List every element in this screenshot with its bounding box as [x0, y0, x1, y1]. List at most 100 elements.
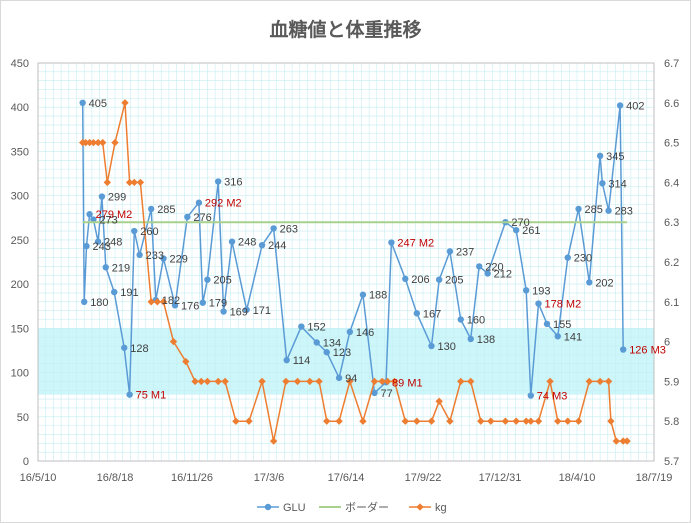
glu-point	[476, 263, 483, 270]
kg-point	[306, 377, 314, 386]
glu-point	[214, 178, 222, 185]
x-axis: 16/5/10 16/8/18 16/11/26 17/3/6 17/6/14 17/9/…	[20, 472, 673, 484]
kg-point	[258, 377, 266, 386]
glu-point	[298, 323, 305, 330]
kg-point	[153, 298, 162, 306]
y-right-tick-label: 6.6	[664, 98, 679, 110]
glu-data-label: 75 M1	[136, 390, 167, 402]
y-left-tick-label: 50	[17, 412, 29, 424]
glu-data-label: 191	[120, 287, 138, 299]
glu-data-label: 167	[423, 308, 441, 320]
glu-data-label: 260	[140, 226, 158, 238]
kg-point	[554, 417, 562, 425]
kg-point	[370, 377, 379, 386]
glu-point	[620, 346, 627, 353]
glu-point	[596, 152, 604, 160]
kg-point	[623, 437, 631, 445]
kg-point	[125, 178, 134, 187]
glu-data-label: 229	[170, 253, 188, 265]
legend-label-kg: kg	[435, 502, 447, 514]
y-left-tick-label: 150	[11, 323, 29, 335]
kg-point	[390, 377, 399, 386]
glu-point	[564, 254, 571, 261]
glu-data-label: 123	[333, 347, 351, 359]
glu-point	[90, 216, 97, 223]
y-right-tick-label: 6.5	[664, 138, 679, 150]
kg-point	[378, 377, 386, 386]
kg-point	[427, 417, 436, 425]
x-tick-label: 17/12/31	[479, 472, 522, 484]
y-left-tick-label: 200	[11, 279, 29, 291]
glu-data-label: 230	[574, 253, 592, 265]
glu-point	[535, 300, 542, 307]
x-tick-label: 17/6/14	[328, 472, 365, 484]
glu-point	[346, 328, 354, 336]
glu-data-label: 279 M2	[96, 209, 133, 221]
x-tick-label: 16/11/26	[171, 472, 213, 484]
glu-data-label: 285	[157, 204, 175, 216]
kg-point	[203, 377, 212, 386]
grid-lines	[37, 62, 655, 462]
glu-point	[220, 308, 227, 315]
glu-data-label: 273	[99, 215, 117, 227]
glu-data-label: 237	[456, 246, 474, 258]
kg-point	[359, 417, 367, 425]
glu-point	[605, 207, 612, 214]
glu-point	[243, 306, 250, 313]
glu-data-label: 202	[595, 277, 613, 289]
y-left-tick-label: 0	[23, 456, 29, 468]
glu-point	[457, 316, 464, 323]
glu-point	[171, 302, 179, 309]
glu-data-label: 114	[293, 355, 311, 367]
glu-data-label: 345	[606, 151, 624, 163]
glu-point	[270, 225, 277, 232]
glu-point	[599, 180, 606, 187]
glu-point	[616, 102, 624, 109]
glu-data-label: 128	[130, 343, 148, 355]
glu-point	[102, 264, 109, 271]
glu-data-label: 138	[477, 334, 495, 346]
glu-point	[428, 342, 435, 350]
legend-label-border: ボーダー	[345, 500, 389, 514]
glu-data-label: 169	[230, 307, 248, 319]
kg-point	[315, 377, 323, 386]
glu-data-label: 283	[615, 206, 633, 218]
glu-point	[543, 320, 551, 328]
kg-point	[607, 417, 615, 425]
y-right-tick-label: 6.2	[664, 257, 679, 269]
kg-point	[546, 377, 554, 386]
glu-point	[126, 391, 133, 398]
glu-data-label: 134	[323, 337, 341, 349]
kg-point	[346, 377, 354, 386]
y-right-tick-label: 5.8	[664, 416, 679, 428]
glu-point	[79, 99, 86, 107]
kg-point	[82, 138, 90, 147]
glu-data-label: 285	[585, 204, 603, 216]
kg-point	[191, 377, 199, 386]
glu-data-label: 292 M2	[205, 198, 242, 210]
glu-point	[83, 242, 90, 250]
kg-point	[564, 417, 572, 425]
glu-data-label: 206	[411, 274, 429, 286]
glu-data-label: 299	[108, 192, 126, 204]
glu-data-label: 261	[522, 225, 540, 237]
glu-data-label: 276	[193, 212, 211, 224]
glu-point	[522, 287, 530, 294]
y-right-tick-label: 6.7	[664, 58, 679, 70]
glu-data-label: 74 M3	[537, 391, 568, 403]
glu-point	[371, 389, 378, 397]
glu-data-label: 179	[209, 298, 227, 310]
y-right-tick-label: 6	[664, 337, 670, 349]
glu-data-label: 141	[564, 331, 582, 343]
glu-point	[283, 356, 290, 364]
glu-data-label: 94	[345, 373, 357, 385]
glu-point	[147, 205, 155, 213]
glu-data-label: 180	[90, 297, 108, 309]
glu-data-label: 126 M3	[629, 345, 666, 357]
kg-point	[323, 417, 331, 425]
glu-data-label: 188	[369, 290, 387, 302]
kg-point	[169, 337, 178, 346]
y-left-tick-label: 300	[11, 191, 29, 203]
